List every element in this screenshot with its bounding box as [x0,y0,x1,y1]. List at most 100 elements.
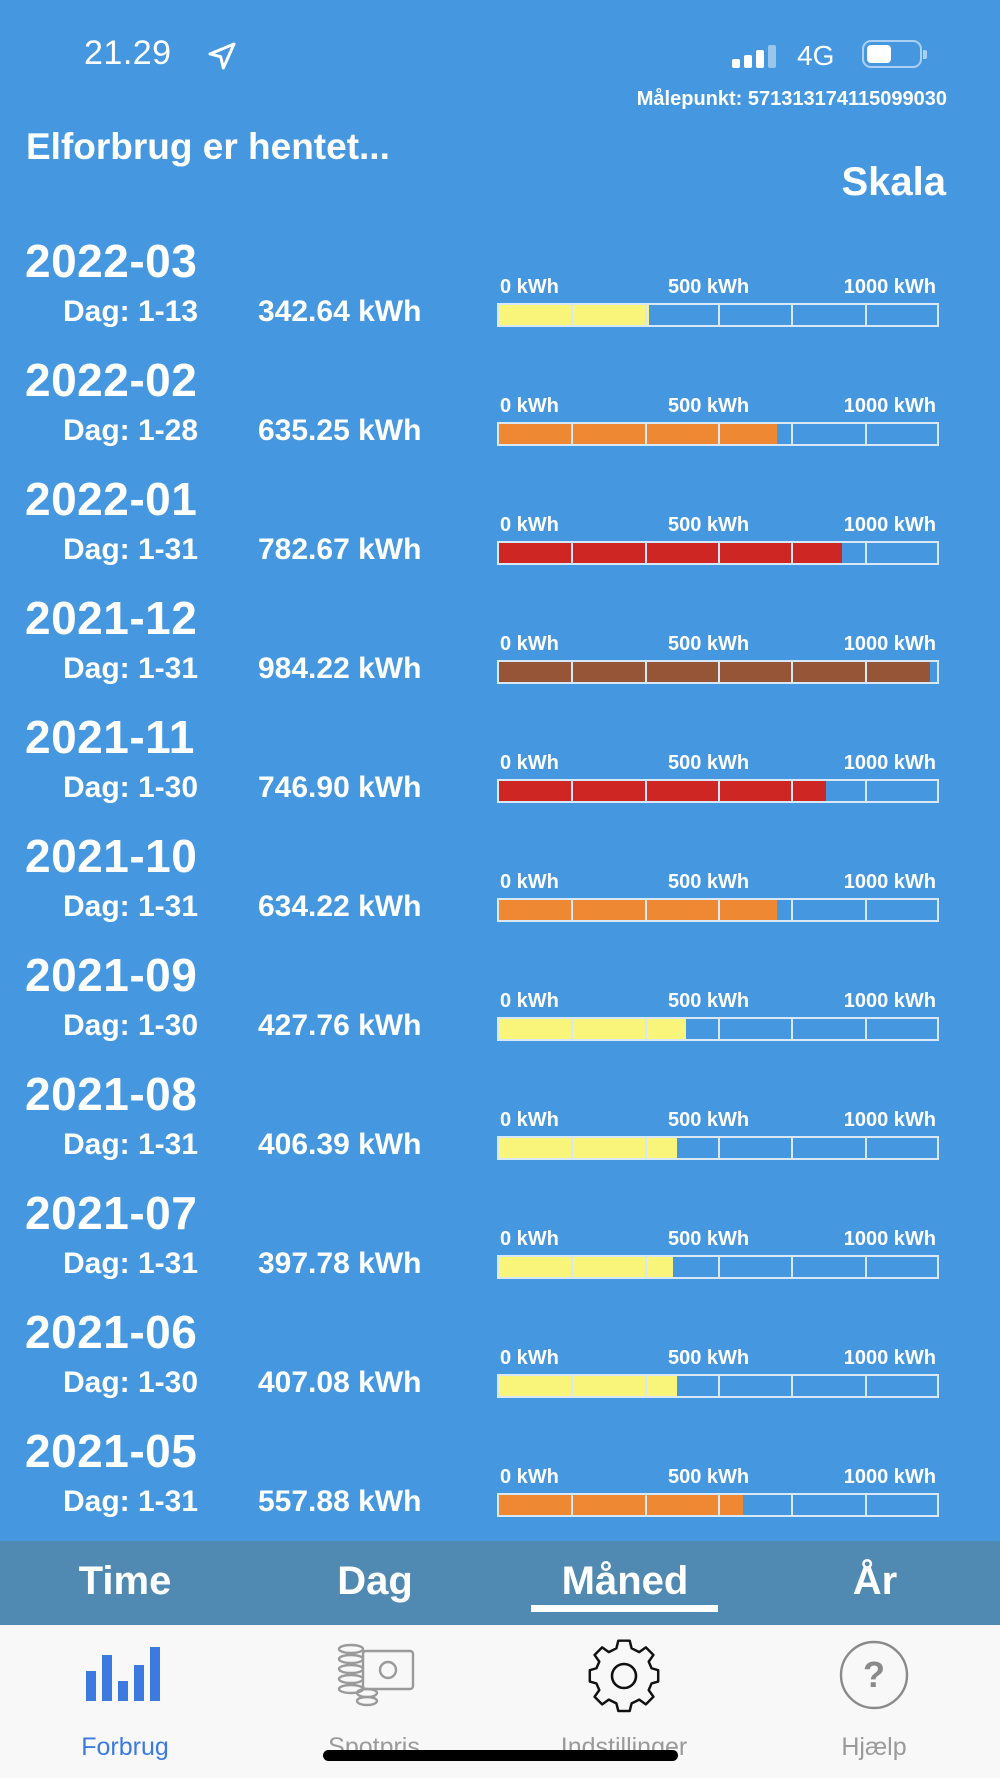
month-row[interactable]: 2022-02 Dag: 1-28 635.25 kWh 0 kWh 500 k… [0,351,1000,470]
scale-labels: 0 kWh 500 kWh 1000 kWh [497,276,939,300]
consumption-bar-fill [499,1376,678,1396]
month-title: 2021-06 [25,1306,198,1358]
month-row[interactable]: 2021-07 Dag: 1-31 397.78 kWh 0 kWh 500 k… [0,1184,1000,1303]
scale-labels: 0 kWh 500 kWh 1000 kWh [497,633,939,657]
nav-hjaelp[interactable]: ? Hjælp [764,1639,984,1769]
month-day-range: Dag: 1-28 [63,414,199,447]
month-row[interactable]: 2021-10 Dag: 1-31 634.22 kWh 0 kWh 500 k… [0,827,1000,946]
scale-label-1000: 1000 kWh [843,276,936,298]
scale-label-0: 0 kWh [500,990,559,1012]
month-title: 2021-11 [25,711,195,763]
month-day-range: Dag: 1-30 [63,1366,199,1399]
scale-labels: 0 kWh 500 kWh 1000 kWh [497,752,939,776]
month-title: 2021-12 [25,592,198,644]
month-day-range: Dag: 1-31 [63,890,199,923]
nav-forbrug[interactable]: Forbrug [15,1639,235,1769]
month-title: 2021-07 [25,1187,198,1239]
monthly-consumption-list: 2022-03 Dag: 1-13 342.64 kWh 0 kWh 500 k… [0,232,1000,1541]
scale-label-500: 500 kWh [668,1466,750,1488]
month-day-range: Dag: 1-31 [63,1485,199,1518]
network-type: 4G [797,40,835,71]
scale-label-500: 500 kWh [668,276,750,298]
coins-bill-icon [337,1643,415,1707]
month-row[interactable]: 2021-09 Dag: 1-30 427.76 kWh 0 kWh 500 k… [0,946,1000,1065]
status-bar: 21.29 4G [0,0,1000,100]
month-kwh-total: 557.88 kWh [258,1485,422,1518]
scale-label-1000: 1000 kWh [843,1466,936,1488]
scale-label-1000: 1000 kWh [843,1109,936,1131]
location-arrow-icon [208,42,236,70]
month-day-range: Dag: 1-30 [63,1009,199,1042]
scale-label-500: 500 kWh [668,514,750,536]
scale-labels: 0 kWh 500 kWh 1000 kWh [497,871,939,895]
month-kwh-total: 406.39 kWh [258,1128,422,1161]
scale-label-0: 0 kWh [500,395,559,417]
month-day-range: Dag: 1-31 [63,652,199,685]
home-indicator [323,1750,678,1761]
month-row[interactable]: 2021-05 Dag: 1-31 557.88 kWh 0 kWh 500 k… [0,1422,1000,1541]
scale-labels: 0 kWh 500 kWh 1000 kWh [497,1228,939,1252]
scale-labels: 0 kWh 500 kWh 1000 kWh [497,514,939,538]
scale-label-500: 500 kWh [668,395,750,417]
scale-label-500: 500 kWh [668,633,750,655]
scale-label-500: 500 kWh [668,871,750,893]
scale-labels: 0 kWh 500 kWh 1000 kWh [497,395,939,419]
selected-tab-indicator [531,1605,718,1612]
month-row[interactable]: 2021-06 Dag: 1-30 407.08 kWh 0 kWh 500 k… [0,1303,1000,1422]
month-kwh-total: 342.64 kWh [258,295,422,328]
consumption-bar-fill [499,900,777,920]
month-row[interactable]: 2021-12 Dag: 1-31 984.22 kWh 0 kWh 500 k… [0,589,1000,708]
scale-label-500: 500 kWh [668,752,750,774]
scale-button[interactable]: Skala [841,160,946,204]
month-title: 2022-01 [25,473,198,525]
consumption-bar [497,1255,939,1279]
scale-label-500: 500 kWh [668,1228,750,1250]
month-day-range: Dag: 1-13 [63,295,199,328]
scale-label-500: 500 kWh [668,1347,750,1369]
month-kwh-total: 635.25 kWh [258,414,422,447]
month-kwh-total: 407.08 kWh [258,1366,422,1399]
consumption-bar-fill [499,1257,674,1277]
month-day-range: Dag: 1-31 [63,1128,199,1161]
month-row[interactable]: 2022-03 Dag: 1-13 342.64 kWh 0 kWh 500 k… [0,232,1000,351]
scale-label-1000: 1000 kWh [843,752,936,774]
scale-labels: 0 kWh 500 kWh 1000 kWh [497,1109,939,1133]
scale-label-0: 0 kWh [500,1109,559,1131]
month-kwh-total: 427.76 kWh [258,1009,422,1042]
consumption-bar [497,303,939,327]
tab-dag[interactable]: Dag [337,1559,413,1603]
month-row[interactable]: 2021-08 Dag: 1-31 406.39 kWh 0 kWh 500 k… [0,1065,1000,1184]
scale-label-1000: 1000 kWh [843,514,936,536]
svg-text:?: ? [863,1654,885,1695]
help-circle-icon: ? [839,1640,909,1710]
month-title: 2021-10 [25,830,198,882]
tab-aar[interactable]: År [852,1559,898,1603]
month-day-range: Dag: 1-31 [63,1247,199,1280]
scale-label-0: 0 kWh [500,1228,559,1250]
period-tab-bar: Time Dag Måned År [0,1541,1000,1625]
consumption-bar [497,779,939,803]
consumption-bar-fill [499,1495,744,1515]
scale-label-1000: 1000 kWh [843,990,936,1012]
month-row[interactable]: 2021-11 Dag: 1-30 746.90 kWh 0 kWh 500 k… [0,708,1000,827]
month-row[interactable]: 2022-01 Dag: 1-31 782.67 kWh 0 kWh 500 k… [0,470,1000,589]
scale-label-0: 0 kWh [500,276,559,298]
consumption-bar-fill [499,305,650,325]
scale-label-1000: 1000 kWh [843,633,936,655]
scale-label-0: 0 kWh [500,871,559,893]
tab-time[interactable]: Time [78,1559,172,1603]
scale-label-1000: 1000 kWh [843,395,936,417]
scale-label-0: 0 kWh [500,752,559,774]
consumption-bar-fill [499,424,778,444]
nav-hjaelp-label: Hjælp [841,1733,907,1761]
month-day-range: Dag: 1-31 [63,533,199,566]
consumption-bar [497,1017,939,1041]
consumption-bar-fill [499,543,842,563]
nav-forbrug-label: Forbrug [81,1733,169,1761]
consumption-bar [497,660,939,684]
month-title: 2022-02 [25,354,198,406]
consumption-bar [497,1136,939,1160]
tab-maaned[interactable]: Måned [561,1559,689,1603]
status-time: 21.29 [84,34,172,72]
scale-label-500: 500 kWh [668,1109,750,1131]
